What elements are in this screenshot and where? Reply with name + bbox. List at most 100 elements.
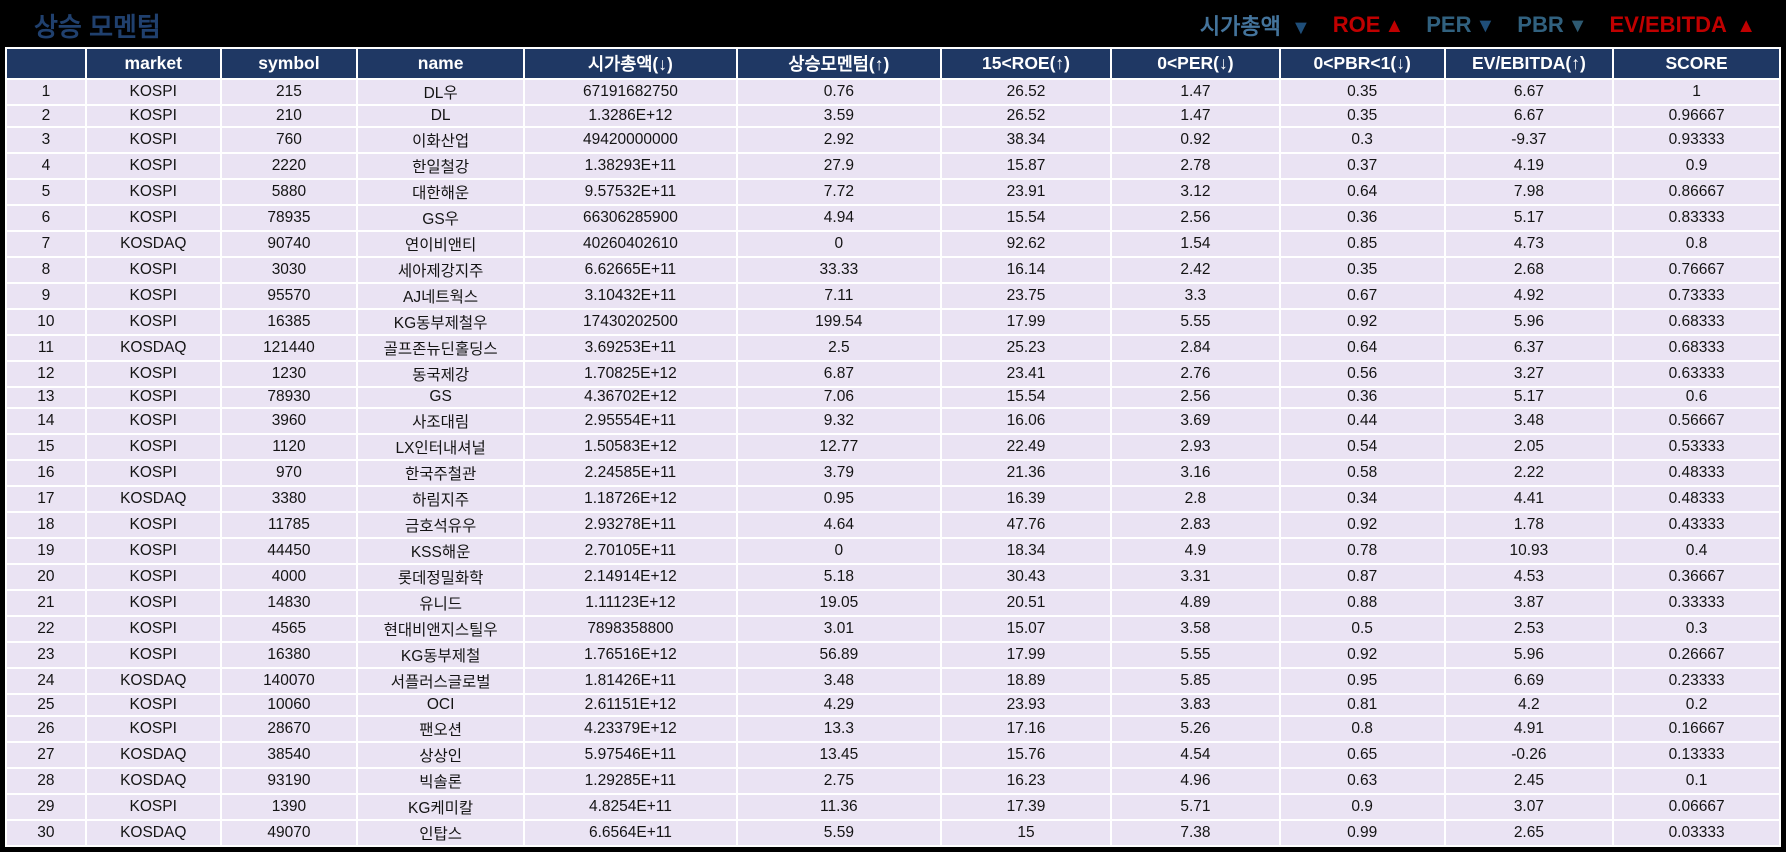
cell-market[interactable]: KOSPI [84,589,222,618]
cell-ev-ebitda[interactable]: 5.96 [1443,307,1615,336]
cell-score[interactable]: 0.63333 [1612,359,1781,388]
cell-roe[interactable]: 47.76 [939,511,1113,540]
cell-momentum[interactable]: 4.64 [735,511,942,540]
cell-roe[interactable]: 23.93 [939,693,1113,717]
cell-rank[interactable]: 29 [5,792,87,821]
cell-symbol[interactable]: 5880 [219,177,359,206]
cell-name[interactable]: 롯데정밀화학 [356,563,525,592]
cell-market[interactable]: KOSPI [84,359,222,388]
cell-symbol[interactable]: 16385 [219,307,359,336]
cell-per[interactable]: 3.16 [1110,459,1281,488]
cell-market[interactable]: KOSPI [84,511,222,540]
cell-per[interactable]: 5.55 [1110,641,1281,670]
cell-momentum[interactable]: 7.72 [735,177,942,206]
cell-per[interactable]: 3.58 [1110,615,1281,644]
cell-ev-ebitda[interactable]: 2.45 [1443,766,1615,795]
cell-score[interactable]: 0.43333 [1612,511,1781,540]
cell-market-cap[interactable]: 1.3286E+12 [522,104,738,128]
cell-roe[interactable]: 26.52 [939,78,1113,106]
cell-name[interactable]: GS [356,385,525,410]
cell-per[interactable]: 5.26 [1110,714,1281,743]
cell-per[interactable]: 3.12 [1110,177,1281,206]
cell-market[interactable]: KOSDAQ [84,333,222,362]
cell-name[interactable]: 팬오션 [356,714,525,743]
cell-market[interactable]: KOSPI [84,203,222,232]
cell-symbol[interactable]: 78935 [219,203,359,232]
cell-ev-ebitda[interactable]: 4.92 [1443,281,1615,310]
cell-score[interactable]: 0.53333 [1612,433,1781,462]
cell-name[interactable]: 현대비앤지스틸우 [356,615,525,644]
cell-score[interactable]: 1 [1612,78,1781,106]
cell-rank[interactable]: 24 [5,667,87,696]
cell-rank[interactable]: 5 [5,177,87,206]
cell-rank[interactable]: 2 [5,104,87,128]
cell-per[interactable]: 4.9 [1110,537,1281,566]
cell-pbr[interactable]: 0.78 [1278,537,1446,566]
cell-market[interactable]: KOSDAQ [84,766,222,795]
cell-pbr[interactable]: 0.92 [1278,641,1446,670]
cell-market[interactable]: KOSPI [84,78,222,106]
cell-name[interactable]: LX인터내셔널 [356,433,525,462]
cell-symbol[interactable]: 11785 [219,511,359,540]
cell-ev-ebitda[interactable]: 4.91 [1443,714,1615,743]
cell-momentum[interactable]: 56.89 [735,641,942,670]
cell-ev-ebitda[interactable]: 2.05 [1443,433,1615,462]
cell-ev-ebitda[interactable]: 1.78 [1443,511,1615,540]
cell-market[interactable]: KOSDAQ [84,229,222,258]
cell-market[interactable]: KOSPI [84,459,222,488]
cell-pbr[interactable]: 0.44 [1278,407,1446,436]
cell-roe[interactable]: 15.54 [939,385,1113,410]
cell-roe[interactable]: 17.99 [939,307,1113,336]
cell-market-cap[interactable]: 1.38293E+11 [522,151,738,180]
cell-rank[interactable]: 21 [5,589,87,618]
cell-name[interactable]: DL우 [356,78,525,106]
cell-symbol[interactable]: 3380 [219,485,359,514]
column-header-score[interactable]: SCORE [1612,47,1781,80]
cell-roe[interactable]: 92.62 [939,229,1113,258]
cell-ev-ebitda[interactable]: 3.48 [1443,407,1615,436]
cell-name[interactable]: 대한해운 [356,177,525,206]
cell-symbol[interactable]: 44450 [219,537,359,566]
cell-pbr[interactable]: 0.64 [1278,177,1446,206]
cell-name[interactable]: 동국제강 [356,359,525,388]
cell-market[interactable]: KOSPI [84,255,222,284]
cell-market-cap[interactable]: 1.70825E+12 [522,359,738,388]
cell-market[interactable]: KOSDAQ [84,667,222,696]
column-header-rank[interactable] [5,47,87,80]
cell-ev-ebitda[interactable]: -0.26 [1443,740,1615,769]
cell-pbr[interactable]: 0.63 [1278,766,1446,795]
column-header-name[interactable]: name [356,47,525,80]
cell-pbr[interactable]: 0.56 [1278,359,1446,388]
cell-market[interactable]: KOSPI [84,433,222,462]
cell-score[interactable]: 0.56667 [1612,407,1781,436]
column-header-per[interactable]: 0<PER(↓) [1110,47,1281,80]
cell-market[interactable]: KOSPI [84,407,222,436]
cell-pbr[interactable]: 0.81 [1278,693,1446,717]
cell-pbr[interactable]: 0.5 [1278,615,1446,644]
cell-per[interactable]: 2.56 [1110,385,1281,410]
cell-momentum[interactable]: 3.01 [735,615,942,644]
cell-score[interactable]: 0.86667 [1612,177,1781,206]
cell-roe[interactable]: 18.34 [939,537,1113,566]
cell-per[interactable]: 4.96 [1110,766,1281,795]
cell-name[interactable]: 연이비앤티 [356,229,525,258]
cell-rank[interactable]: 30 [5,818,87,848]
cell-pbr[interactable]: 0.99 [1278,818,1446,848]
cell-pbr[interactable]: 0.34 [1278,485,1446,514]
cell-pbr[interactable]: 0.67 [1278,281,1446,310]
cell-name[interactable]: KG동부제철 [356,641,525,670]
cell-market-cap[interactable]: 2.61151E+12 [522,693,738,717]
cell-name[interactable]: 금호석유우 [356,511,525,540]
cell-score[interactable]: 0.1 [1612,766,1781,795]
cell-symbol[interactable]: 14830 [219,589,359,618]
cell-roe[interactable]: 22.49 [939,433,1113,462]
cell-market[interactable]: KOSPI [84,792,222,821]
cell-per[interactable]: 3.83 [1110,693,1281,717]
cell-score[interactable]: 0.16667 [1612,714,1781,743]
cell-market-cap[interactable]: 2.24585E+11 [522,459,738,488]
cell-name[interactable]: AJ네트웍스 [356,281,525,310]
cell-symbol[interactable]: 1120 [219,433,359,462]
cell-pbr[interactable]: 0.95 [1278,667,1446,696]
cell-momentum[interactable]: 0.76 [735,78,942,106]
cell-rank[interactable]: 20 [5,563,87,592]
